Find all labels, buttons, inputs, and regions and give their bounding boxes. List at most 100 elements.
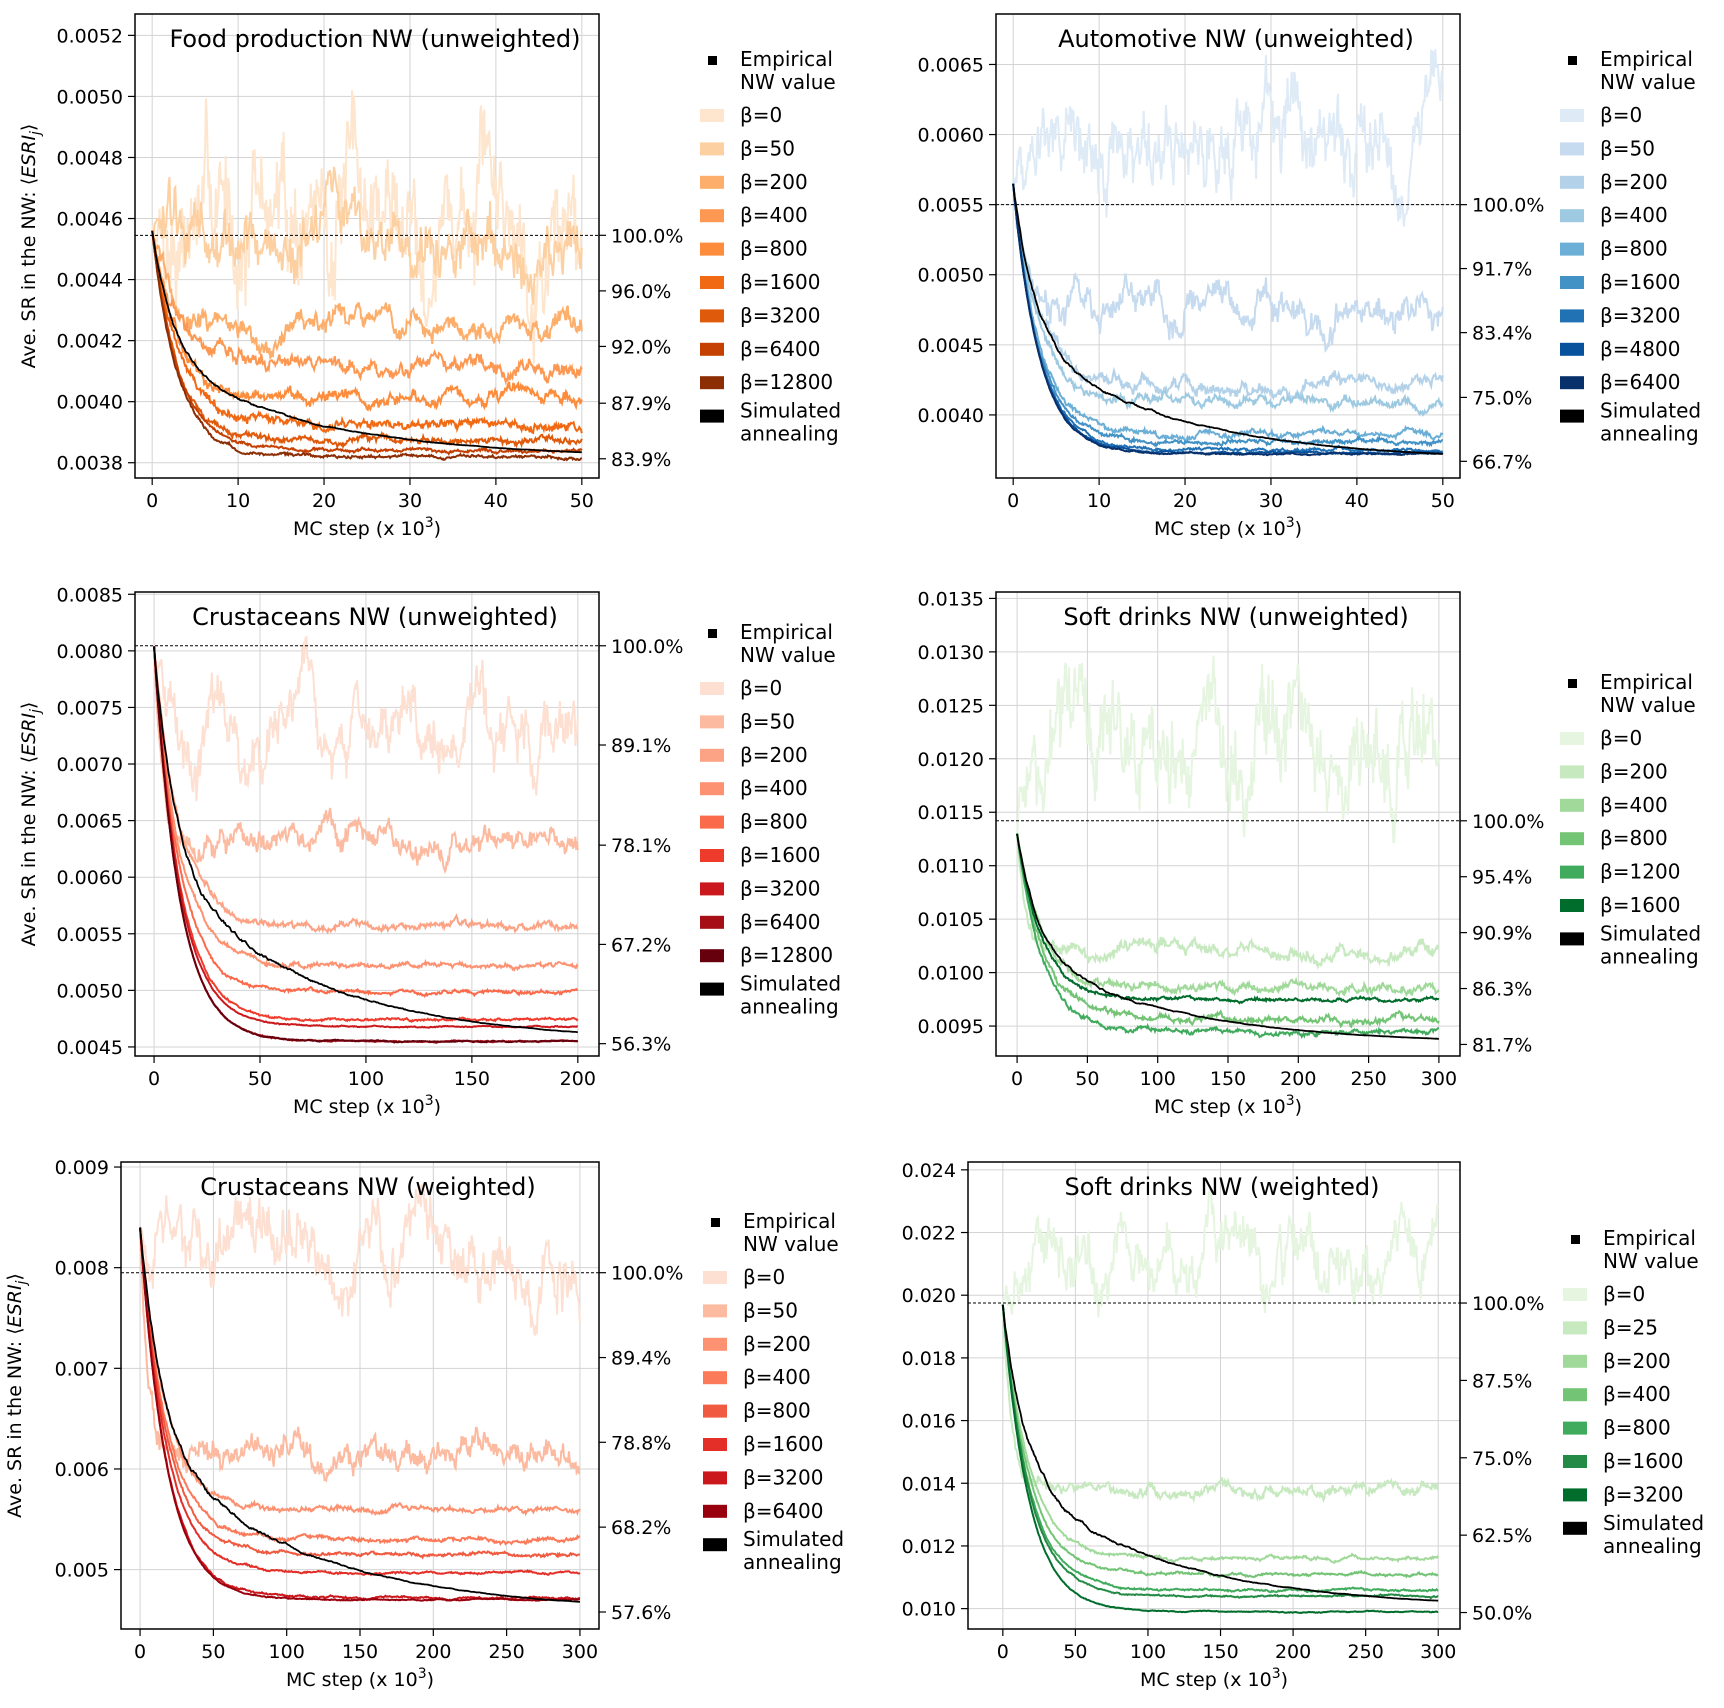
series-line-β=6400 [151,230,583,456]
series-line-β=6400 [139,1227,581,1602]
legend-series-label: β=6400 [1600,370,1680,394]
series-line-β=3200 [151,230,583,450]
legend-series-label: β=1600 [743,1432,823,1456]
x-tick-label: 20 [1173,490,1197,512]
y-tick-label: 0.0095 [918,1016,984,1038]
y-tick-label: 0.0050 [57,980,123,1002]
panel-6: 0 50 100 150 200 250 300 0.010 0.012 0.014 0.016 0.… [902,1160,1704,1691]
plot-area [139,1184,581,1603]
legend-swatch [1563,1521,1587,1535]
right-tick-label: 83.4% [1472,323,1532,345]
y-tick-label: 0.014 [902,1473,956,1495]
legend-swatch [703,1304,727,1318]
simulated-annealing-line [1012,184,1443,455]
y-tick-label: 0.0060 [918,125,984,147]
series-line-β=1600 [151,230,583,435]
simulated-annealing-line [151,231,582,454]
legend-series-label: β=1600 [740,270,820,294]
legend-swatch [1560,376,1584,390]
y-tick-label: 0.0065 [57,811,123,833]
y-axis-label: Ave. SR in the NW: ⟨ESRIj⟩ [18,702,44,947]
x-axis-label: MC step (x 103) [293,1093,441,1118]
y-tick-label: 0.020 [902,1285,956,1307]
legend-swatch [1560,109,1584,122]
empirical-marker [711,1218,720,1227]
series-line-β=1600 [1012,183,1443,448]
simulated-annealing-line [1001,1304,1439,1602]
legend-sa-label: annealing [1603,1534,1702,1558]
right-tick-label: 67.2% [611,934,671,956]
x-tick-label: 100 [1130,1641,1166,1663]
x-tick-label: 200 [560,1068,596,1090]
y-tick-label: 0.0050 [918,265,984,287]
x-tick-label: 100 [269,1641,305,1663]
legend-swatch [700,982,724,996]
series-line-β=50 [1012,183,1444,354]
y-tick-label: 0.0115 [918,802,984,824]
x-axis-label: MC step (x 103) [1154,515,1302,540]
y-tick-label: 0.006 [55,1459,109,1481]
legend-series-label: β=200 [1603,1349,1671,1373]
legend-empirical-label: NW value [740,643,836,667]
x-tick-label: 0 [997,1641,1009,1663]
legend-series-label: β=12800 [740,370,833,394]
panel-title: Crustaceans NW (unweighted) [192,603,558,631]
right-tick-label: 100.0% [611,1263,683,1285]
panel-title: Soft drinks NW (unweighted) [1063,603,1408,631]
legend-series-label: β=400 [740,203,808,227]
legend-series-label: β=400 [740,776,808,800]
right-tick-label: 75.0% [1472,387,1532,409]
legend-series-label: β=200 [1600,759,1668,783]
legend-swatch [1560,865,1584,879]
empirical-marker [708,629,717,638]
axes-frame [967,1161,1461,1630]
legend-swatch [703,1471,727,1485]
x-tick-label: 250 [1350,1068,1386,1090]
legend-swatch [700,276,724,289]
y-tick-label: 0.0110 [918,856,984,878]
y-tick-label: 0.012 [902,1536,956,1558]
legend-swatch [700,209,724,223]
panel-title: Crustaceans NW (weighted) [200,1173,535,1201]
legend-swatch [1560,142,1584,156]
panel-title: Soft drinks NW (weighted) [1065,1173,1380,1201]
legend-sa-label: annealing [743,1550,842,1574]
y-axis-label: Ave. SR in the NW: ⟨ESRIj⟩ [4,1273,30,1518]
series-line-β=1600 [153,646,579,1024]
y-tick-label: 0.0042 [57,331,123,353]
legend-empirical-label: Empirical [1600,670,1693,694]
legend-empirical-label: NW value [740,70,836,94]
right-tick-label: 100.0% [611,225,683,247]
right-tick-label: 90.9% [1472,923,1532,945]
y-tick-label: 0.0055 [57,924,123,946]
x-tick-label: 300 [562,1641,598,1663]
legend-series-label: β=3200 [1603,1482,1683,1506]
y-tick-label: 0.0045 [57,1037,123,1059]
x-tick-label: 50 [1075,1068,1099,1090]
x-tick-label: 150 [1202,1641,1238,1663]
right-tick-label: 57.6% [611,1602,671,1624]
legend-sa-label: annealing [1600,944,1699,968]
legend-swatch [1560,832,1584,846]
empirical-marker [1571,1235,1580,1244]
panel-5: 0 50 100 150 200 250 300 0.005 0.006 0.007 0.008 0.… [4,1157,844,1691]
x-tick-label: 200 [1280,1068,1316,1090]
right-tick-label: 89.1% [611,735,671,757]
x-tick-label: 0 [134,1641,146,1663]
x-tick-label: 30 [1259,490,1283,512]
legend-swatch [700,242,724,256]
legend-sa-label: Simulated [743,1527,844,1551]
legend-swatch [700,142,724,156]
x-tick-label: 10 [1087,490,1111,512]
right-tick-label: 89.4% [611,1348,671,1370]
y-tick-label: 0.0038 [57,453,123,475]
y-tick-label: 0.0065 [918,54,984,76]
x-tick-label: 10 [226,490,250,512]
right-tick-label: 68.2% [611,1517,671,1539]
legend-swatch [703,1404,727,1418]
plot-area [1001,1187,1440,1615]
series-line-β=12800 [151,230,583,462]
series-line-β=200 [1016,833,1440,970]
panel-2: 0 10 20 30 40 50 0.0040 0.0045 0.0050 0.0055 0.006… [918,13,1701,540]
